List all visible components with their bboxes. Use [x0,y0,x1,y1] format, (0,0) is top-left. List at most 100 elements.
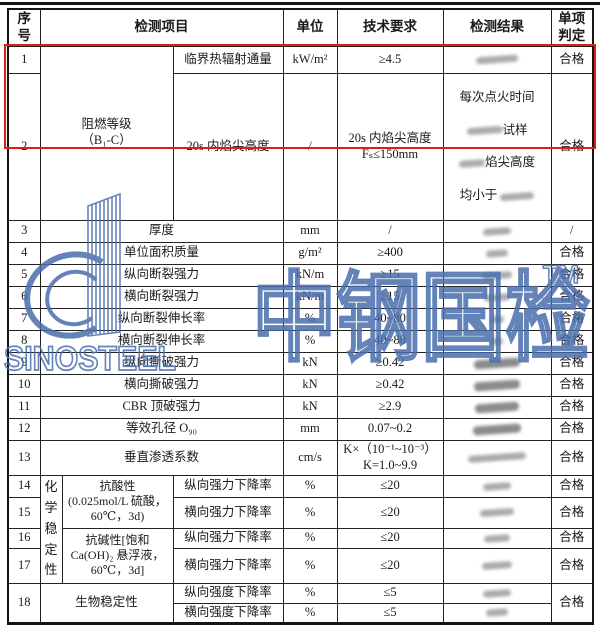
redacted-result [482,226,512,236]
item-name: 垂直渗透系数 [39,439,284,476]
judge-cell: 合格 [550,45,594,74]
row-no: 17 [7,547,41,584]
redacted-result [466,126,503,136]
table-row: 10 横向撕破强力 kN ≥0.42 合格 [7,373,594,397]
redacted-result [475,54,519,65]
row-no: 18 [7,582,41,624]
redacted-result [467,452,527,464]
unit-cell: kN [282,351,338,375]
item-name: CBR 顶破强力 [39,395,284,419]
redacted-result [489,315,505,324]
judge-cell: 合格 [550,547,594,584]
redacted-result [482,588,512,598]
unit-cell: / [282,72,338,221]
result-line: 均小于 [446,187,549,204]
result-cell [442,263,552,287]
table-row: 8 横向断裂伸长率 % 40~80 合格 [7,329,594,353]
item-group-alkali-resistance: 抗碱性[饱和 Ca(OH)₂ 悬浮液， 60℃，3d] [61,527,174,584]
unit-cell: g/m² [282,241,338,265]
redacted-result [473,357,521,370]
row-no: 3 [7,219,41,243]
judge-cell: 合格 [550,417,594,441]
judge-cell: 合格 [550,241,594,265]
unit-cell: kN/m [282,263,338,287]
table-row: 13 垂直渗透系数 cm/s K×（10⁻¹~10⁻³） K=1.0~9.9 合… [7,439,594,476]
item-name: 等效孔径 O₉₀ [39,417,284,441]
redacted-result [473,379,521,392]
redacted-result [482,481,512,491]
item-name: 单位面积质量 [39,241,284,265]
result-cell [442,329,552,353]
item-name: 横向断裂伸长率 [39,329,284,353]
row-no: 10 [7,373,41,397]
requirement-cell: ≥400 [336,241,444,265]
requirement-cell: ≥0.42 [336,351,444,375]
table-row: 14 化学稳定性 抗酸性 (0.025mol/L 硫酸，60℃，3d) 纵向强力… [7,474,594,584]
result-line: 焰尖高度 [446,154,549,171]
requirement-cell: ≤5 [336,582,444,604]
requirement-cell: ≥4.5 [336,45,444,74]
table-row: 4 单位面积质量 g/m² ≥400 合格 [7,241,594,265]
item-name: 横向强度下降率 [172,602,284,624]
table-row: 2 20s 内焰尖高度 / 20s 内焰尖高度 Fₛ≤150mm 每次点火时间 … [7,72,594,221]
unit-cell: kN [282,395,338,419]
row-no: 6 [7,285,41,309]
unit-cell: % [282,602,338,624]
judge-cell: 合格 [550,285,594,309]
item-name: 纵向断裂伸长率 [39,307,284,331]
unit-cell: % [282,307,338,331]
judge-cell: 合格 [550,395,594,419]
row-no: 12 [7,417,41,441]
result-cell [442,474,552,498]
table-row: 9 纵向撕破强力 kN ≥0.42 合格 [7,351,594,375]
table-row: 6 横向断裂强力 kN/m ≥15 合格 [7,285,594,309]
requirement-cell: 0.07~0.2 [336,417,444,441]
requirement-cell: ≤20 [336,547,444,584]
item-group-acid-resistance: 抗酸性 (0.025mol/L 硫酸，60℃，3d) [61,474,174,529]
judge-cell: 合格 [550,373,594,397]
requirement-cell: ≤5 [336,602,444,624]
result-cell [442,527,552,549]
requirement-cell: ≤20 [336,496,444,529]
requirement-cell: 40~80 [336,307,444,331]
result-cell [442,45,552,74]
result-cell [442,241,552,265]
requirement-cell: ≥15 [336,285,444,309]
row-no: 4 [7,241,41,265]
row-no: 13 [7,439,41,476]
unit-cell: mm [282,219,338,243]
row-no: 15 [7,496,41,529]
redacted-result [483,534,511,543]
item-name: 横向强力下降率 [172,496,284,529]
judge-cell: 合格 [550,474,594,498]
judge-cell: 合格 [550,263,594,287]
judge-cell: 合格 [550,307,594,331]
table-row: 1 阻燃等级 （B₁-C） 临界热辐射通量 kW/m² ≥4.5 合格 [7,45,594,221]
header-unit: 单位 [282,8,338,47]
unit-cell: mm [282,417,338,441]
unit-cell: % [282,329,338,353]
result-cell [442,285,552,309]
result-cell: 每次点火时间 试样 焰尖高度 均小于 [442,72,552,221]
header-item: 检测项目 [39,8,284,47]
item-name: 20s 内焰尖高度 [172,72,284,221]
table-row: 11 CBR 顶破强力 kN ≥2.9 合格 [7,395,594,419]
redacted-result [485,249,509,258]
result-cell [442,547,552,584]
row-no: 9 [7,351,41,375]
requirement-cell: 40~80 [336,329,444,353]
result-cell [442,307,552,331]
unit-cell: kN/m [282,285,338,309]
item-name: 纵向强力下降率 [172,474,284,498]
item-name: 临界热辐射通量 [172,45,284,74]
unit-cell: cm/s [282,439,338,476]
table-row: 7 纵向断裂伸长率 % 40~80 合格 [7,307,594,331]
judge-cell: 合格 [550,527,594,549]
table-row: 16 抗碱性[饱和 Ca(OH)₂ 悬浮液， 60℃，3d] 纵向强力下降率 %… [7,527,594,584]
header-req: 技术要求 [336,8,444,47]
table-row: 18 生物稳定性 纵向强度下降率 % ≤5 合格 [7,582,594,624]
result-cell [442,219,552,243]
table-header-row: 序号 检测项目 单位 技术要求 检测结果 单项 判定 [7,8,594,47]
judge-cell: 合格 [550,72,594,221]
redacted-result [472,423,522,436]
